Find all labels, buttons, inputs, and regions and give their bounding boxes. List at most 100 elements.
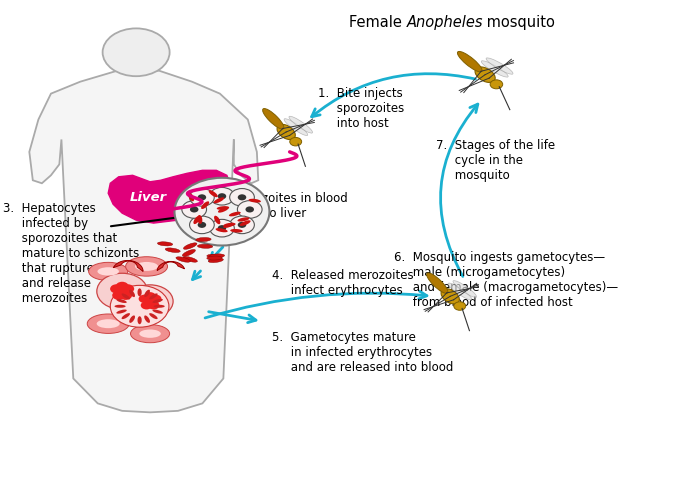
Ellipse shape [98, 267, 119, 275]
Polygon shape [113, 260, 143, 271]
Circle shape [144, 297, 156, 305]
Ellipse shape [144, 290, 150, 297]
Ellipse shape [239, 220, 251, 226]
Ellipse shape [144, 315, 150, 323]
Circle shape [230, 189, 254, 206]
Ellipse shape [126, 256, 168, 276]
Ellipse shape [475, 67, 495, 83]
Circle shape [110, 284, 123, 293]
Ellipse shape [129, 290, 135, 297]
Ellipse shape [127, 285, 173, 318]
Ellipse shape [138, 316, 142, 324]
Circle shape [238, 194, 246, 200]
Ellipse shape [237, 217, 249, 222]
Text: 7.  Stages of the life
     cycle in the
     mosquito: 7. Stages of the life cycle in the mosqu… [436, 139, 556, 182]
Circle shape [246, 206, 254, 213]
Text: 4.  Released merozoites
     infect erythrocytes: 4. Released merozoites infect erythrocyt… [272, 269, 414, 297]
Ellipse shape [214, 197, 224, 203]
Ellipse shape [426, 273, 448, 293]
Ellipse shape [135, 262, 158, 271]
Ellipse shape [96, 319, 120, 328]
Text: 3.  Hepatocytes
     infected by
     sporozoites that
     mature to schizonts
: 3. Hepatocytes infected by sporozoites t… [3, 202, 140, 305]
Ellipse shape [117, 310, 127, 314]
Circle shape [116, 282, 128, 291]
Ellipse shape [223, 223, 235, 228]
Ellipse shape [176, 257, 191, 262]
Ellipse shape [262, 109, 284, 129]
Circle shape [218, 193, 226, 199]
Ellipse shape [158, 242, 172, 246]
Circle shape [237, 201, 262, 218]
Text: 2. Sporozoites in blood
    move to liver: 2. Sporozoites in blood move to liver [213, 192, 348, 220]
Ellipse shape [152, 310, 163, 314]
Circle shape [490, 80, 503, 89]
Ellipse shape [448, 283, 472, 300]
Text: 5.  Gametocytes mature
     in infected erythrocytes
     and are released into : 5. Gametocytes mature in infected erythr… [272, 331, 454, 374]
Ellipse shape [201, 201, 209, 209]
Ellipse shape [277, 124, 295, 139]
Text: 6.  Mosquito ingests gametocytes—
     male (microgametocytes)
     and female (: 6. Mosquito ingests gametocytes— male (m… [394, 251, 618, 309]
Ellipse shape [117, 299, 127, 303]
Ellipse shape [209, 190, 218, 197]
Circle shape [454, 302, 466, 310]
Circle shape [182, 201, 207, 218]
Ellipse shape [131, 325, 170, 343]
Ellipse shape [196, 238, 211, 242]
Circle shape [190, 216, 214, 234]
Text: mosquito: mosquito [482, 15, 554, 30]
Circle shape [209, 187, 235, 205]
Circle shape [290, 137, 302, 146]
Ellipse shape [165, 248, 180, 252]
Circle shape [110, 285, 169, 327]
Circle shape [209, 219, 235, 237]
Ellipse shape [121, 293, 130, 299]
Ellipse shape [217, 206, 229, 210]
Ellipse shape [140, 330, 161, 338]
Circle shape [119, 291, 132, 300]
Ellipse shape [87, 314, 129, 334]
Ellipse shape [441, 289, 459, 304]
Circle shape [198, 194, 206, 200]
Ellipse shape [486, 58, 513, 74]
Circle shape [238, 222, 246, 228]
Ellipse shape [457, 51, 482, 72]
Circle shape [150, 295, 161, 303]
Ellipse shape [154, 305, 165, 308]
Ellipse shape [284, 119, 308, 135]
Ellipse shape [97, 273, 147, 309]
Circle shape [139, 295, 150, 303]
Circle shape [218, 225, 226, 231]
Circle shape [198, 222, 206, 228]
Ellipse shape [152, 299, 163, 303]
Ellipse shape [207, 256, 222, 260]
Ellipse shape [230, 229, 243, 233]
Circle shape [190, 206, 198, 213]
Ellipse shape [149, 293, 158, 299]
Ellipse shape [229, 212, 241, 216]
Text: Female: Female [349, 15, 406, 30]
Ellipse shape [223, 223, 236, 227]
Circle shape [144, 292, 156, 300]
Ellipse shape [114, 305, 126, 308]
Ellipse shape [289, 116, 313, 133]
Circle shape [190, 189, 214, 206]
Ellipse shape [183, 256, 198, 262]
Ellipse shape [121, 313, 130, 319]
Polygon shape [29, 71, 258, 412]
Circle shape [141, 301, 152, 309]
Circle shape [230, 216, 254, 234]
Ellipse shape [248, 199, 261, 203]
Circle shape [116, 287, 128, 296]
Ellipse shape [214, 216, 221, 224]
Ellipse shape [218, 207, 229, 213]
Text: Liver: Liver [129, 191, 167, 204]
Ellipse shape [184, 243, 197, 249]
Ellipse shape [209, 254, 225, 258]
Ellipse shape [482, 61, 508, 77]
Circle shape [112, 291, 125, 300]
Ellipse shape [208, 258, 223, 262]
Ellipse shape [129, 315, 135, 323]
Circle shape [148, 301, 159, 309]
Circle shape [121, 284, 134, 293]
Text: Anopheles: Anopheles [407, 15, 484, 30]
